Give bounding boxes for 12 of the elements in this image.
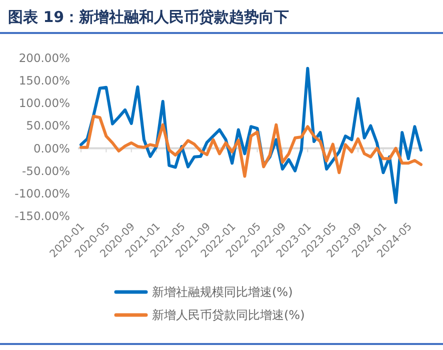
- y-tick-label: -100.00%: [14, 186, 70, 200]
- y-tick-label: 200.00%: [18, 51, 70, 66]
- y-tick-label: -50.00%: [22, 164, 70, 178]
- y-tick-label: 50.00%: [26, 118, 70, 133]
- y-tick-label: -150.00%: [14, 209, 70, 224]
- line-series: [80, 114, 422, 178]
- legend-label: 新增社融规模同比增速(%): [152, 285, 293, 300]
- legend-label: 新增人民币贷款同比增速(%): [152, 308, 305, 322]
- chart-title: 图表 19：新增社融和人民币贷款趋势向下: [8, 8, 290, 26]
- y-tick-label: 100.00%: [18, 96, 70, 110]
- y-tick-label: 150.00%: [18, 74, 70, 88]
- y-tick-label: 0.00%: [33, 141, 70, 156]
